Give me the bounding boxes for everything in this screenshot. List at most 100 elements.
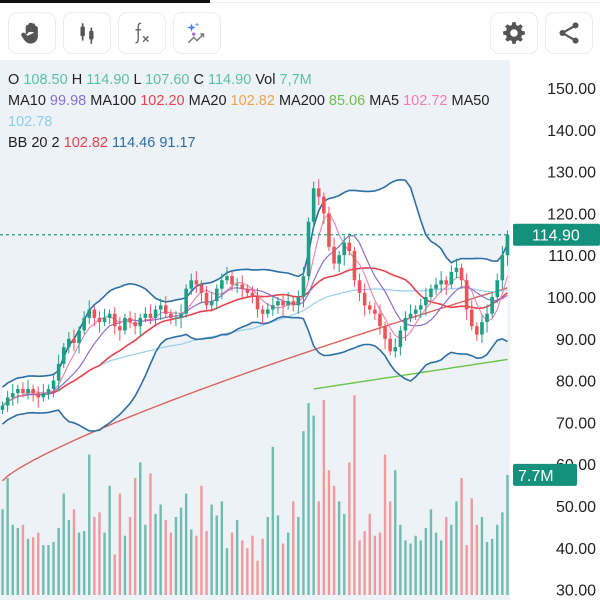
volume-bar [133,478,137,595]
candle-body [444,280,449,285]
candle-body [357,280,362,293]
volume-bar [37,532,40,595]
candle-body [311,188,316,222]
hand-tool-button[interactable] [8,12,56,54]
chart-legend: O 108.50 H 114.90 L 107.60 C 114.90 Vol … [8,70,508,154]
volume-bar [42,545,45,595]
volume-bar [450,524,453,595]
candle-body [123,317,127,331]
y-axis-tick-label: 30.00 [556,583,596,600]
candle-body [225,276,229,281]
candle-body [46,388,51,394]
ma-key: MA100 [90,93,137,109]
ma5-line [2,212,508,407]
candle-body [61,347,66,364]
volume-bar [414,535,417,595]
bollinger-fill [2,179,508,431]
y-axis-tick-label: 40.00 [556,541,596,558]
candle-body [495,280,500,297]
candle-body [230,276,234,285]
volume-bar [388,501,392,595]
candle-body [158,305,163,310]
ohlc-value: 7,7M [279,72,312,88]
y-axis-tick-label: 90.00 [556,332,596,349]
candle-body [72,338,76,343]
indicators-button[interactable] [118,12,166,54]
candle-body [393,347,398,352]
candle-body [373,309,377,314]
candle-body [204,292,209,306]
last-volume-label: 7.7M [518,468,554,485]
divider [210,2,600,3]
ma200-line [313,358,508,390]
candle-body [128,317,132,323]
volume-bar [93,517,96,595]
volume-bar [246,548,249,595]
candle-body [480,322,484,335]
ohlc-value: 108.50 [23,72,68,88]
candle-body [143,313,148,318]
volume-bar [302,431,305,595]
candle-body [291,301,296,306]
volume-bar [241,540,244,595]
candle-body [235,284,239,286]
candle-body [408,313,413,318]
ohlc-value: 114.90 [86,72,130,88]
ohlc-key: Vol [255,72,276,88]
volume-bar [103,532,106,595]
ai-sparkle-chart-icon [187,22,205,44]
volume-bar [195,535,198,595]
volume-bar [21,524,25,595]
y-axis-tick-label: 140.00 [547,123,596,140]
volume-bar [506,474,509,595]
candle-body [490,297,494,314]
candle-body [403,317,408,331]
ma-value: 102.82 [230,93,275,109]
volume-bar [67,520,71,595]
candle-body [352,251,357,281]
volume-bar [179,507,183,595]
volume-bar [159,504,162,595]
chart-type-button[interactable] [63,12,111,54]
candle-body [10,393,15,398]
volume-bar [470,498,473,595]
candle-body [388,338,392,352]
volume-bar [480,517,484,595]
candle-body [21,388,25,394]
candle-body [199,284,204,293]
volume-bar [184,493,188,595]
candle-body [214,288,219,302]
volume-bar [358,540,361,595]
candle-body [169,313,173,318]
volume-bar [383,454,387,595]
candle-body [316,188,321,197]
y-axis-tick-label: 50.00 [556,499,596,516]
candle-body [112,313,117,327]
ma10-line [2,234,508,407]
candle-body [383,326,387,339]
volume-bar [317,501,320,595]
price-chart[interactable]: 150.00 140.00 130.00 120.00 110.00 100.00 90.0… [0,60,600,600]
bb-label: BB 20 2 [8,135,60,151]
share-button[interactable] [545,12,593,54]
candle-body [327,213,331,247]
candle-body [332,246,336,264]
settings-button[interactable] [490,12,538,54]
candle-body [378,313,382,327]
volume-bar [460,478,463,595]
ma-value: 102.20 [140,93,185,109]
candle-body [179,313,183,318]
volume-bar [490,538,494,595]
volume-bar [149,473,152,595]
volume-bar [419,540,422,595]
volume-bar [220,501,224,595]
volume-bar [82,531,86,595]
volume-bar [297,517,300,595]
candle-body [41,393,46,398]
ai-analysis-button[interactable] [173,12,221,54]
candle-body [153,309,158,318]
volume-bar [439,540,443,595]
share-icon [559,22,579,44]
last-volume-badge [513,463,577,486]
ma-key: MA10 [8,93,46,109]
